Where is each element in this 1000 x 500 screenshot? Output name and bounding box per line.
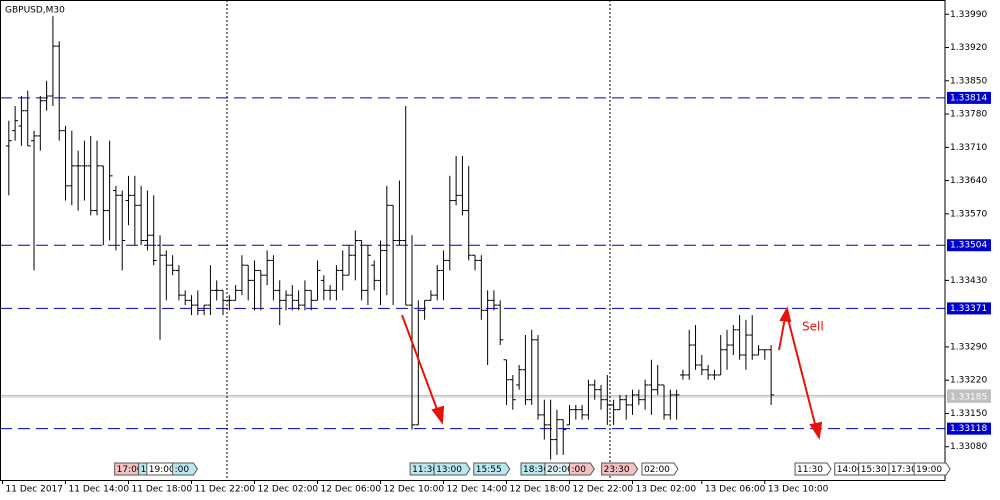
event-label: 18:30 [523,465,549,475]
x-tick-label: 12 Dec 18:00 [510,485,571,495]
event-label: 17:30 [891,465,917,475]
chart-title: GBPUSD,M30 [5,6,65,16]
x-tick-label: 13 Dec 10:00 [768,485,829,495]
price-label: 1.33371 [950,304,987,314]
y-tick-label: 1.33290 [950,342,987,352]
y-tick-label: 1.33150 [950,409,987,419]
event-label: 1 [141,465,147,475]
y-tick-label: 1.33780 [950,110,987,120]
event-marker [172,462,199,476]
event-marker [473,462,511,476]
x-tick-label: 12 Dec 22:00 [573,485,634,495]
y-tick-label: 1.33920 [950,43,987,53]
event-label: 19:00 [916,465,942,475]
price-label: 1.33504 [950,241,987,251]
event-label: 11:30 [797,465,823,475]
event-marker [433,462,471,476]
y-tick-label: 1.33430 [950,276,987,286]
x-tick-label: 11 Dec 2017 [6,485,64,495]
plot-area [0,16,945,460]
arrow-head [809,421,823,440]
arrow [401,314,439,413]
event-label: 17:00 [117,465,143,475]
annotation: Sell [802,320,824,334]
arrow [778,317,786,351]
arrow-head [431,405,445,425]
event-marker [794,462,832,476]
price-label-box [947,422,991,435]
event-label: 02:00 [644,465,670,475]
price-label-box [947,302,991,315]
x-tick-label: 12 Dec 14:00 [447,485,508,495]
y-tick-label: 1.33080 [950,442,987,452]
event-label: 20:00 [547,465,573,475]
event-label: :00 [175,465,190,475]
event-marker [569,462,595,476]
y-tick-label: 1.33850 [950,76,987,86]
event-label: 23:30 [604,465,630,475]
price-label: 1.33185 [950,392,987,402]
event-marker [641,462,679,476]
x-tick-label: 12 Dec 10:00 [384,485,445,495]
price-label: 1.33118 [950,424,987,434]
y-tick-label: 1.33570 [950,209,987,219]
x-tick-label: 13 Dec 02:00 [636,485,697,495]
event-label: 11:30 [412,465,438,475]
price-label-box [947,390,991,403]
x-tick-label: 13 Dec 06:00 [705,485,766,495]
price-label-box [947,91,991,104]
event-label: 19:00 [149,465,175,475]
x-tick-label: 12 Dec 02:00 [258,485,319,495]
price-label: 1.33814 [950,93,987,103]
y-tick-label: 1.33710 [950,143,987,153]
event-marker [913,462,951,476]
x-tick-label: 12 Dec 06:00 [321,485,382,495]
price-label-box [947,239,991,252]
x-tick-label: 11 Dec 22:00 [195,485,256,495]
y-tick-label: 1.33640 [950,176,987,186]
event-label: :00 [572,465,587,475]
y-tick-label: 1.33990 [950,10,987,20]
event-label: 15:55 [476,465,502,475]
y-tick-label: 1.33220 [950,376,987,386]
arrow [786,314,817,429]
event-label: 13:00 [436,465,462,475]
event-label: 15:30 [861,465,887,475]
event-label: 14:00 [837,465,863,475]
plot-border [0,0,946,481]
event-marker [601,462,639,476]
annotation-arrows [401,306,823,440]
x-tick-label: 11 Dec 18:00 [132,485,193,495]
x-tick-label: 11 Dec 14:00 [69,485,130,495]
